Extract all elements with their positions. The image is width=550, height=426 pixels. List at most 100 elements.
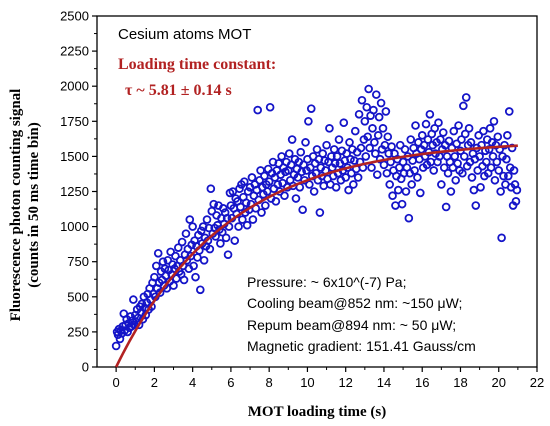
data-point	[485, 124, 495, 133]
data-point	[449, 126, 459, 136]
data-point	[261, 201, 270, 210]
data-point	[512, 185, 522, 195]
data-point	[179, 275, 189, 285]
data-point	[332, 152, 342, 161]
data-point	[280, 191, 289, 201]
data-point	[395, 140, 405, 150]
data-point	[318, 149, 328, 158]
x-tick-label: 22	[530, 375, 544, 390]
data-point	[357, 95, 367, 105]
data-point	[134, 320, 144, 330]
data-point	[379, 160, 389, 170]
data-point	[452, 139, 461, 149]
y-tick-label: 2500	[60, 9, 89, 24]
y-tick-label: 1250	[60, 184, 89, 199]
data-point	[205, 244, 215, 254]
data-point	[383, 132, 393, 142]
data-point	[421, 119, 431, 129]
data-point	[381, 107, 391, 116]
data-point	[230, 236, 240, 245]
y-tick-label: 0	[82, 360, 89, 375]
data-point	[296, 147, 306, 157]
data-point	[450, 152, 460, 161]
data-point	[166, 247, 175, 257]
data-point	[325, 124, 334, 133]
x-tick-label: 18	[453, 375, 467, 390]
data-point	[123, 327, 132, 337]
data-point	[384, 149, 394, 158]
annotation-repump-beam: Repum beam@894 nm: ~ 50 μW;	[247, 317, 456, 333]
data-point	[255, 175, 264, 185]
data-point	[443, 168, 453, 178]
data-point	[346, 154, 355, 164]
annotation-magnetic-gradient: Magnetic gradient: 151.41 Gauss/cm	[247, 338, 476, 354]
data-point	[274, 159, 284, 168]
data-point	[309, 187, 319, 196]
y-tick-label: 500	[67, 289, 89, 304]
data-point	[502, 154, 511, 164]
data-point	[163, 255, 173, 265]
data-point	[153, 248, 163, 258]
data-point	[228, 187, 238, 196]
data-point	[241, 198, 251, 208]
data-point	[459, 101, 468, 111]
data-point	[196, 226, 206, 236]
data-point	[429, 166, 439, 175]
data-point	[362, 102, 372, 112]
data-point	[371, 149, 380, 158]
data-point	[504, 107, 514, 116]
data-point	[511, 197, 521, 206]
x-tick-label: 6	[227, 375, 234, 390]
data-point	[444, 136, 454, 146]
data-point	[481, 157, 491, 167]
data-point	[206, 184, 216, 193]
data-point	[204, 223, 214, 233]
data-point	[312, 145, 322, 154]
data-point	[319, 181, 329, 191]
data-point	[509, 166, 519, 175]
data-point	[474, 131, 483, 140]
data-point	[459, 152, 469, 161]
data-point	[193, 253, 202, 262]
data-point	[221, 233, 231, 243]
data-point	[150, 272, 159, 282]
data-point	[373, 131, 383, 140]
data-point	[315, 208, 325, 217]
data-point	[464, 124, 474, 133]
data-point	[497, 233, 506, 243]
data-point	[286, 160, 296, 170]
data-point	[172, 274, 181, 283]
data-point	[365, 143, 374, 153]
x-tick-label: 12	[338, 375, 352, 390]
data-point	[397, 199, 407, 209]
data-point	[488, 152, 498, 161]
data-point	[419, 140, 429, 150]
data-point	[490, 175, 500, 185]
data-point	[469, 185, 479, 195]
data-point	[415, 188, 425, 198]
data-point	[391, 201, 400, 210]
y-tick-label: 1000	[60, 219, 89, 234]
fit-label-line2: τ ~ 5.81 ± 0.14 s	[125, 82, 232, 99]
data-point	[434, 118, 443, 127]
data-point	[329, 145, 339, 154]
data-point	[342, 149, 351, 158]
data-point	[189, 261, 198, 271]
data-point	[489, 117, 499, 126]
data-point	[453, 159, 462, 168]
y-tick-label: 250	[67, 324, 89, 339]
y-tick-label: 2250	[60, 44, 89, 59]
data-point	[174, 243, 183, 252]
fit-curve	[114, 144, 518, 368]
x-tick-label: 20	[492, 375, 506, 390]
data-point	[216, 239, 225, 248]
data-point	[492, 157, 502, 167]
data-point	[458, 168, 467, 178]
data-point	[385, 180, 395, 189]
annotation-pressure: Pressure: ~ 6x10^(-7) Pa;	[247, 274, 406, 290]
x-tick-label: 10	[300, 375, 314, 390]
y-axis-title-line2: (counts in 50 ms time bin)	[26, 122, 42, 287]
data-point	[407, 180, 417, 189]
data-point	[344, 185, 353, 195]
data-point	[499, 171, 508, 181]
